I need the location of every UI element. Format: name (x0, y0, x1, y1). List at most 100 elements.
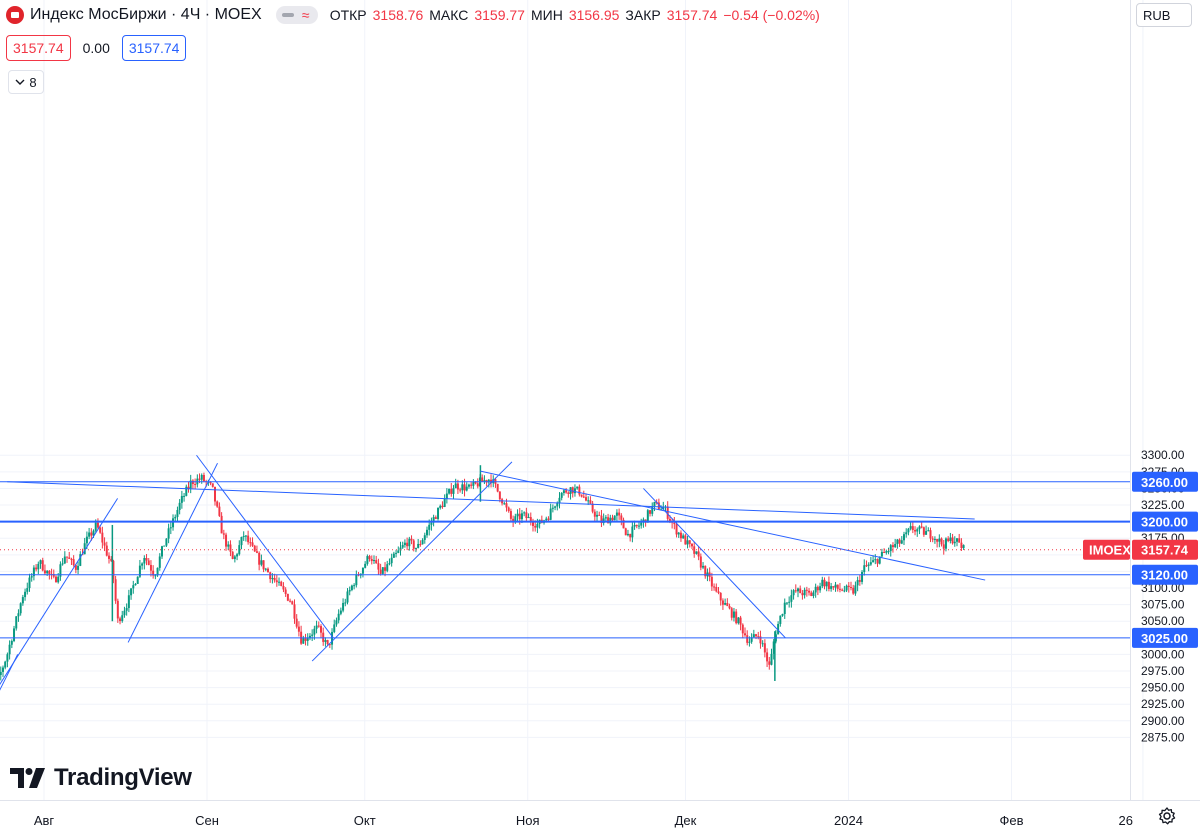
candle-up (465, 486, 468, 491)
candle-down (704, 565, 707, 577)
candle-down (865, 565, 868, 567)
trend-line[interactable] (7, 481, 975, 520)
candle-down (635, 524, 638, 527)
level-price-label: 3200.00 (1141, 515, 1188, 530)
legend-toggle[interactable]: ≈ (275, 6, 318, 24)
candle-up (8, 644, 11, 655)
trend-line[interactable] (0, 654, 19, 727)
candle-down (726, 603, 729, 607)
trend-line[interactable] (643, 488, 786, 639)
candle-down (679, 532, 682, 539)
trend-line[interactable] (127, 462, 218, 643)
last-price-badge (1132, 539, 1198, 560)
candle-up (777, 623, 780, 635)
candle-up (428, 524, 431, 530)
trend-line[interactable] (0, 498, 119, 714)
candle-down (145, 558, 148, 561)
candle-up (615, 512, 618, 516)
candle-down (317, 625, 320, 627)
candle-up (39, 560, 42, 564)
candle-up (927, 530, 930, 532)
candle-down (262, 560, 265, 570)
trend-line[interactable] (196, 454, 334, 639)
sell-price-button[interactable]: 3157.74 (6, 35, 71, 61)
candle-up (472, 481, 475, 486)
candle-up (785, 602, 788, 604)
candle-down (116, 600, 119, 619)
open-label: ОТКР (329, 7, 367, 23)
candle-down (507, 507, 510, 512)
candle-up (32, 567, 35, 577)
candle-down (684, 535, 687, 545)
candle-down (114, 579, 117, 601)
candle-down (794, 590, 797, 592)
candle-down (529, 517, 532, 523)
candle-down (947, 538, 950, 541)
buy-price-button[interactable]: 3157.74 (121, 35, 187, 61)
candle-down (589, 500, 592, 504)
candle-down (739, 617, 742, 625)
candle-down (231, 551, 234, 559)
candle-down (838, 588, 841, 590)
candle-down (657, 502, 660, 510)
tradingview-logo-icon (10, 768, 45, 788)
candle-up (183, 495, 186, 497)
candle-up (353, 585, 356, 587)
candle-up (392, 553, 395, 558)
candle-down (379, 569, 382, 574)
candle-down (459, 489, 462, 491)
candle-up (401, 545, 404, 548)
candle-down (841, 589, 844, 591)
candle-up (308, 635, 311, 639)
candle-up (185, 486, 188, 496)
candle-up (174, 516, 177, 519)
candle-up (59, 564, 62, 577)
candle-down (66, 556, 69, 558)
candle-down (649, 510, 652, 514)
symbol-title[interactable]: Индекс МосБиржи · 4Ч · MOEX (30, 6, 262, 23)
candle-down (598, 514, 601, 516)
candle-down (213, 486, 216, 502)
candle-down (832, 586, 835, 588)
candle-down (90, 532, 93, 536)
y-tick-label: 3225.00 (1141, 498, 1185, 512)
candle-up (887, 551, 890, 553)
candle-up (772, 641, 775, 654)
candle-up (302, 638, 305, 644)
candle-down (147, 560, 150, 565)
trend-line[interactable] (480, 470, 986, 581)
candle-up (200, 475, 203, 480)
candle-down (931, 538, 934, 540)
candle-up (432, 517, 435, 523)
indicators-toggle[interactable]: 8 (8, 70, 44, 94)
candle-up (925, 531, 928, 535)
currency-select[interactable]: RUB (1136, 3, 1192, 27)
candle-up (386, 564, 389, 571)
candle-down (531, 522, 534, 526)
candle-up (536, 523, 539, 528)
candle-down (289, 600, 292, 602)
candle-up (889, 545, 892, 552)
candle-up (430, 522, 433, 525)
x-tick-label: Ноя (516, 813, 540, 828)
tradingview-logo[interactable]: TradingView (10, 764, 192, 792)
candle-up (523, 512, 526, 514)
candle-up (761, 643, 764, 645)
candle-down (730, 608, 733, 618)
candle-up (6, 654, 9, 662)
candle-up (342, 602, 345, 611)
level-price-label: 3025.00 (1141, 631, 1188, 646)
trend-line[interactable] (311, 461, 513, 662)
candle-down (891, 545, 894, 548)
candle-up (682, 535, 685, 539)
settings-gear-icon[interactable] (1157, 806, 1177, 826)
candle-up (26, 588, 29, 592)
candle-up (0, 671, 2, 675)
candle-up (445, 493, 448, 499)
candle-down (816, 586, 819, 591)
candle-up (885, 551, 888, 553)
candle-down (211, 483, 214, 487)
candle-up (163, 545, 166, 547)
